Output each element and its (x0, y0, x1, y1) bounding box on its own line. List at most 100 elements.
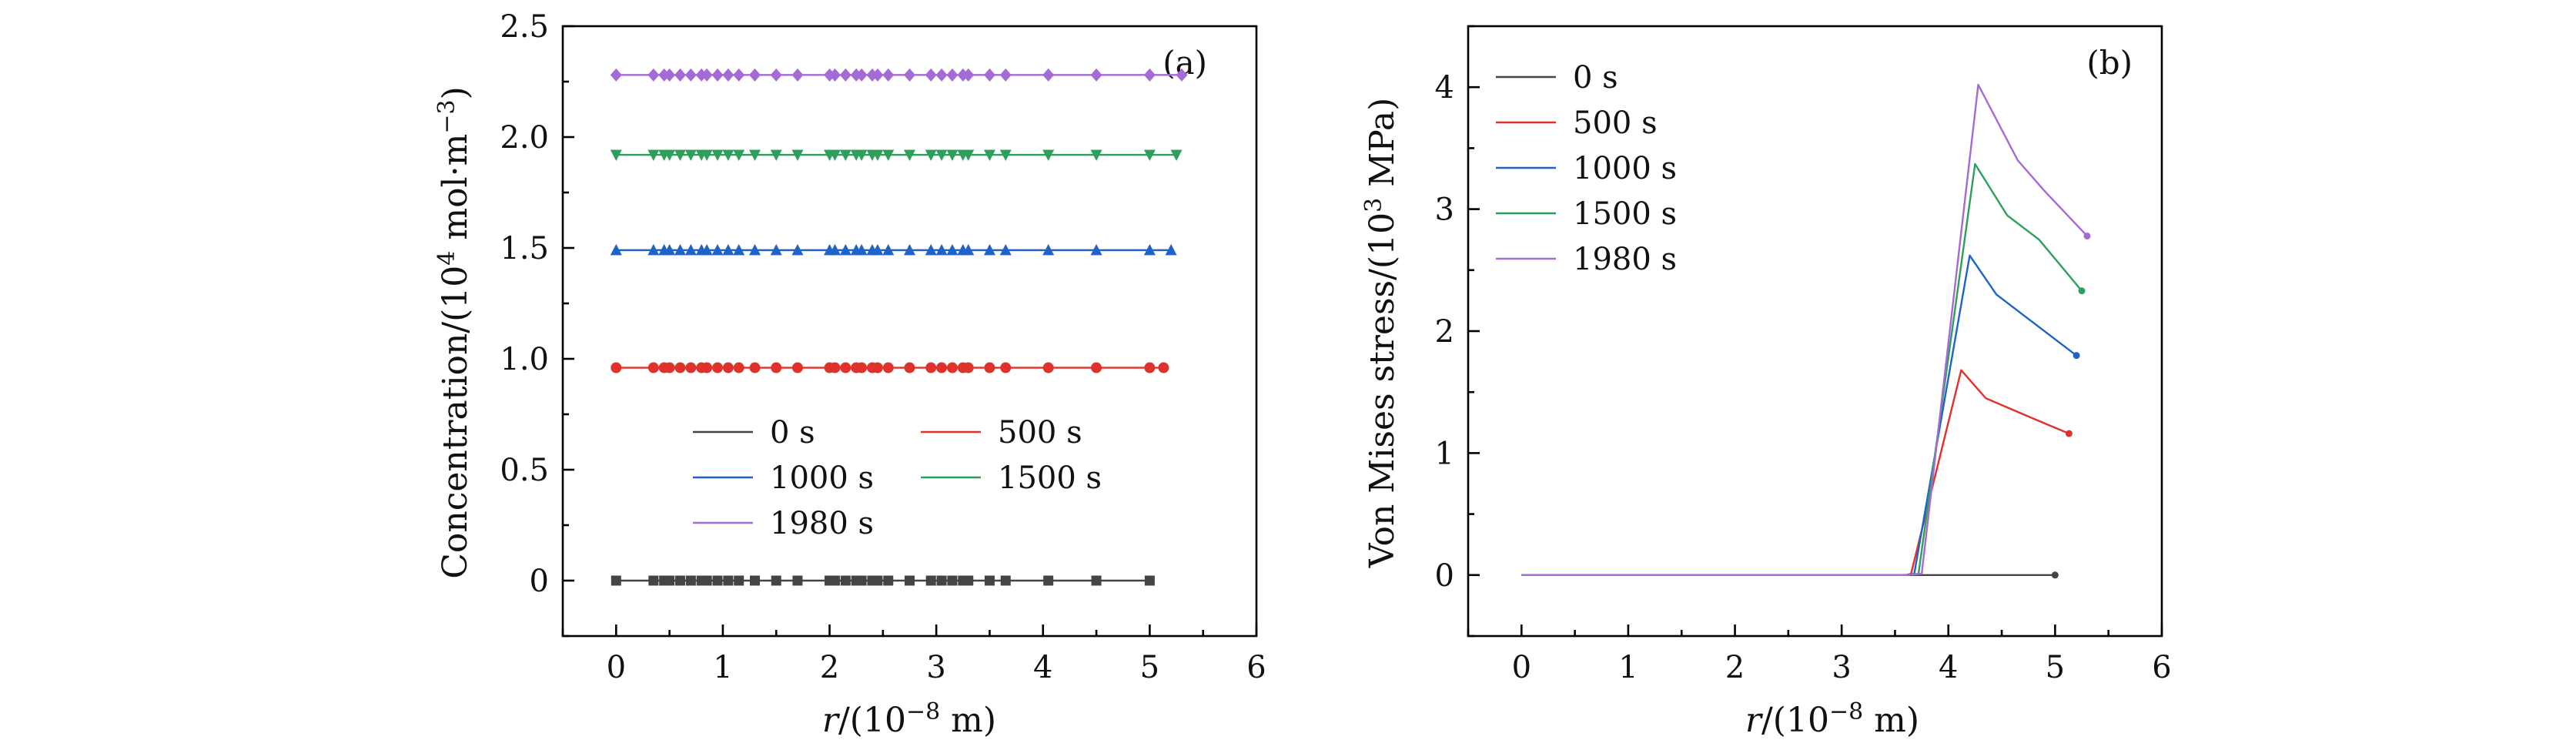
panel-b-stress-chart: (b) r/(10−8 m) Von Mises stress/(103 MPa… (1360, 25, 2172, 740)
panel-a-point-1500-s (1042, 149, 1055, 162)
panel-a-point-500-s (984, 362, 995, 373)
panel-b-x-tick-label: 5 (2046, 650, 2065, 685)
panel-b-x-axis-title: r/(10−8 m) (1745, 698, 1919, 740)
panel-a-point-1500-s (791, 149, 804, 162)
panel-a-point-1980-s (935, 68, 948, 82)
panel-a-point-500-s (664, 362, 675, 373)
panel-b-end-point-500-s (2065, 430, 2073, 437)
panel-a-point-0-s (701, 575, 712, 586)
panel-b-legend: 0 s 500 s 1000 s 1500 s 1980 s (1496, 60, 1677, 277)
panel-a-point-0-s (712, 575, 723, 586)
panel-a-point-1000-s (871, 243, 884, 256)
panel-a-x-tick-label: 6 (1246, 650, 1266, 685)
panel-a-point-1000-s (664, 243, 676, 256)
panel-a-point-1980-s (962, 68, 975, 82)
panel-a-series-0-s (611, 575, 1155, 586)
panel-a-point-0-s (750, 575, 761, 586)
panel-a-legend-label-1000-s: 1000 s (770, 460, 874, 496)
panel-a-point-1500-s (610, 149, 622, 162)
panel-a-point-500-s (701, 362, 713, 373)
panel-a-point-0-s (829, 575, 840, 586)
panel-a-point-1980-s (701, 68, 713, 82)
panel-b-y-tick-label: 0 (1435, 558, 1454, 594)
panel-b-legend-label-0-s: 0 s (1573, 60, 1618, 95)
panel-a-y-axis-title: Concentration/(104 mol·m−3) (433, 86, 475, 579)
panel-b-y-tick-label: 4 (1435, 70, 1454, 105)
panel-a-point-1980-s (839, 68, 851, 82)
panel-a-point-0-s (856, 575, 867, 586)
panel-a-point-0-s (792, 575, 803, 586)
panel-a-point-500-s (829, 362, 841, 373)
panel-a-point-1980-s (999, 68, 1012, 82)
panel-a-point-1980-s (722, 68, 734, 82)
panel-b-legend-label-500-s: 500 s (1573, 105, 1658, 141)
panel-a-point-1500-s (674, 149, 686, 162)
panel-b-end-point-1500-s (2078, 287, 2086, 295)
panel-a-point-500-s (791, 362, 803, 373)
panel-a-point-0-s (1043, 575, 1054, 586)
panel-a-point-1000-s (1090, 243, 1102, 256)
panel-a-point-1980-s (946, 68, 958, 82)
panel-a-point-1500-s (664, 149, 676, 162)
panel-a-y-tick-label: 2.5 (500, 9, 549, 45)
panel-a-point-1000-s (749, 243, 761, 256)
panel-a-point-0-s (936, 575, 947, 586)
panel-a-point-1500-s (828, 149, 841, 162)
panel-a-point-0-s (734, 575, 744, 586)
panel-a-point-500-s (1042, 362, 1054, 373)
panel-a-point-1500-s (983, 149, 995, 162)
panel-a-legend-label-0-s: 0 s (770, 415, 815, 450)
panel-b-series-500-s (1521, 369, 2073, 576)
panel-a-point-0-s (840, 575, 851, 586)
panel-a-point-1980-s (733, 68, 745, 82)
panel-a-point-500-s (936, 362, 948, 373)
panel-a-legend-label-1980-s: 1980 s (770, 506, 874, 541)
panel-a-point-1000-s (983, 243, 995, 256)
panel-a-point-1500-s (1143, 149, 1156, 162)
panel-a-point-500-s (711, 362, 723, 373)
panel-a-x-tick-label: 4 (1033, 650, 1052, 685)
panel-a-point-500-s (1158, 362, 1169, 373)
panel-b-x-tick-label: 0 (1512, 650, 1531, 685)
panel-a-point-500-s (674, 362, 686, 373)
panel-a-point-500-s (856, 362, 868, 373)
panel-a-point-0-s (611, 575, 621, 586)
panel-b-y-tick-label: 1 (1435, 436, 1454, 471)
panel-b-end-point-1000-s (2073, 352, 2080, 360)
panel-a-point-500-s (722, 362, 734, 373)
panel-a-point-1980-s (882, 68, 895, 82)
panel-a-legend-label-1500-s: 1500 s (998, 460, 1102, 496)
panel-a-point-1980-s (791, 68, 804, 82)
panel-a-point-1980-s (983, 68, 995, 82)
panel-a-point-0-s (1144, 575, 1155, 586)
panel-a-x-tick-label: 2 (820, 650, 839, 685)
panel-a-x-tick-label: 1 (713, 650, 732, 685)
panel-a-point-500-s (962, 362, 974, 373)
panel-b-series-1980-s (1521, 83, 2091, 576)
panel-a-point-0-s (723, 575, 734, 586)
panel-b-legend-label-1000-s: 1000 s (1573, 151, 1677, 186)
panel-a-point-1000-s (674, 243, 686, 256)
panel-a-point-0-s (1000, 575, 1011, 586)
panel-a-point-1000-s (935, 243, 948, 256)
panel-b-y-tick-label: 3 (1435, 193, 1454, 228)
panel-a-point-500-s (904, 362, 915, 373)
panel-a-x-tick-label: 0 (607, 650, 626, 685)
panel-a-point-0-s (1091, 575, 1102, 586)
panel-b-end-point-1980-s (2083, 232, 2091, 239)
panel-a-point-1500-s (925, 149, 937, 162)
panel-b-x-tick-label: 4 (1939, 650, 1958, 685)
panel-a-point-1500-s (999, 149, 1012, 162)
panel-a-point-1980-s (674, 68, 686, 82)
panel-a-point-0-s (771, 575, 781, 586)
panel-b-y-axis-title: Von Mises stress/(103 MPa) (1360, 98, 1402, 569)
panel-a-x-tick-label: 5 (1140, 650, 1159, 685)
panel-b-line-1000-s (1521, 254, 2077, 576)
panel-a-point-1500-s (935, 149, 948, 162)
panel-b-legend-label-1980-s: 1980 s (1573, 242, 1677, 277)
panel-a-point-500-s (749, 362, 761, 373)
panel-a-point-0-s (872, 575, 883, 586)
panel-a-point-0-s (963, 575, 974, 586)
panel-a-point-1980-s (904, 68, 915, 82)
panel-a-point-1500-s (733, 149, 745, 162)
